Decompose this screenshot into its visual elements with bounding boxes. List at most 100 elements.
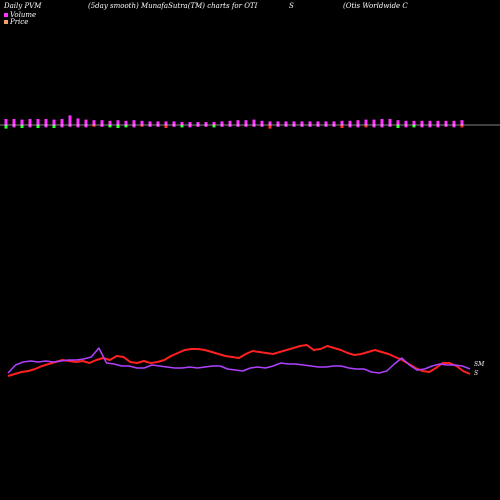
legend-volume: Volume bbox=[4, 11, 36, 19]
volume-bar-down bbox=[372, 125, 376, 128]
volume-bar-down bbox=[148, 125, 152, 127]
volume-bar-down bbox=[452, 125, 456, 128]
volume-bar-down bbox=[156, 125, 160, 127]
volume-bar-up bbox=[428, 120, 432, 125]
volume-bar-up bbox=[276, 121, 280, 125]
volume-bar-down bbox=[228, 125, 232, 127]
volume-bar-up bbox=[244, 120, 248, 125]
volume-bar-up bbox=[284, 121, 288, 125]
volume-bar-down bbox=[388, 125, 392, 127]
volume-bar-up bbox=[412, 120, 416, 125]
volume-bar-up bbox=[156, 121, 160, 125]
legend-price: Price bbox=[4, 18, 28, 26]
volume-bar-down bbox=[404, 125, 408, 128]
volume-bar-up bbox=[76, 118, 80, 125]
volume-bar-up bbox=[236, 120, 240, 125]
volume-bar-down bbox=[92, 125, 96, 127]
volume-bar-up bbox=[204, 122, 208, 125]
end-label-price: S bbox=[474, 370, 478, 377]
volume-bar-up bbox=[348, 120, 352, 125]
volume-bar-up bbox=[188, 122, 192, 125]
legend-volume-swatch bbox=[4, 13, 8, 17]
volume-bar-down bbox=[12, 125, 16, 128]
volume-bar-down bbox=[116, 125, 120, 128]
volume-bar-down bbox=[436, 125, 440, 128]
volume-bar-down bbox=[356, 125, 360, 128]
volume-bar-up bbox=[340, 120, 344, 125]
volume-bar-down bbox=[332, 125, 336, 127]
volume-bar-down bbox=[308, 125, 312, 127]
volume-bar-up bbox=[300, 121, 304, 125]
volume-bar-down bbox=[204, 125, 208, 127]
volume-bar-up bbox=[4, 119, 8, 125]
volume-bar-up bbox=[44, 119, 48, 125]
volume-bar-down bbox=[260, 125, 264, 127]
volume-bar-up bbox=[356, 120, 360, 125]
volume-bar-down bbox=[180, 125, 184, 128]
chart-title-part-4: (Otis Worldwide C bbox=[343, 2, 408, 10]
volume-bar-down bbox=[244, 125, 248, 127]
chart-title-part-2: (5day smooth) MunafaSutra(TM) charts for… bbox=[88, 2, 258, 10]
end-label-volume: SM bbox=[474, 361, 485, 368]
volume-bar-down bbox=[324, 125, 328, 127]
volume-bar-up bbox=[116, 120, 120, 125]
volume-bar-down bbox=[420, 125, 424, 128]
volume-bar-up bbox=[444, 120, 448, 125]
volume-bar-down bbox=[100, 125, 104, 127]
volume-bar-down bbox=[412, 125, 416, 128]
chart-title-part-1: Daily PVM bbox=[4, 2, 42, 10]
volume-bar-up bbox=[252, 119, 256, 125]
volume-bar-down bbox=[84, 125, 88, 128]
volume-bar-up bbox=[100, 120, 104, 125]
volume-bar-down bbox=[172, 125, 176, 127]
volume-bar-up bbox=[92, 120, 96, 125]
volume-bar-up bbox=[372, 119, 376, 125]
volume-bar-down bbox=[36, 125, 40, 128]
volume-bar-up bbox=[20, 119, 24, 125]
volume-bar-down bbox=[380, 125, 384, 128]
volume-bar-down bbox=[340, 125, 344, 128]
volume-bar-up bbox=[452, 120, 456, 125]
volume-bar-down bbox=[108, 125, 112, 128]
volume-bar-up bbox=[124, 120, 128, 125]
volume-bar-up bbox=[60, 119, 64, 125]
volume-line bbox=[7, 347, 471, 374]
price-line bbox=[7, 344, 471, 377]
volume-bar-up bbox=[12, 119, 16, 125]
volume-bar-down bbox=[444, 125, 448, 127]
volume-bar-up bbox=[396, 120, 400, 125]
volume-bar-up bbox=[316, 121, 320, 125]
volume-bar-up bbox=[52, 119, 56, 125]
volume-bar-up bbox=[420, 120, 424, 125]
volume-bar-up bbox=[228, 120, 232, 125]
chart-title-part-3: S bbox=[289, 2, 294, 10]
volume-bar-up bbox=[380, 119, 384, 125]
volume-bar-up bbox=[212, 122, 216, 125]
volume-bar-down bbox=[348, 125, 352, 128]
volume-bar-up bbox=[292, 121, 296, 125]
volume-bar-up bbox=[364, 119, 368, 125]
volume-bar-up bbox=[260, 120, 264, 125]
price-volume-lines-layer bbox=[7, 344, 471, 377]
volume-bar-down bbox=[212, 125, 216, 128]
volume-bar-down bbox=[4, 125, 8, 129]
volume-bar-down bbox=[132, 125, 136, 128]
volume-bar-down bbox=[364, 125, 368, 128]
volume-bar-up bbox=[68, 115, 72, 125]
volume-bar-down bbox=[268, 125, 272, 129]
volume-bar-up bbox=[332, 121, 336, 125]
volume-bar-down bbox=[220, 125, 224, 127]
volume-bar-up bbox=[164, 121, 168, 125]
volume-bar-up bbox=[404, 120, 408, 125]
volume-bar-up bbox=[436, 120, 440, 125]
volume-bar-down bbox=[292, 125, 296, 127]
volume-bar-down bbox=[284, 125, 288, 127]
volume-bar-up bbox=[172, 121, 176, 125]
volume-bar-down bbox=[316, 125, 320, 127]
volume-bar-down bbox=[196, 125, 200, 127]
volume-bars-layer bbox=[4, 115, 464, 129]
volume-bar-down bbox=[276, 125, 280, 127]
volume-bar-up bbox=[36, 119, 40, 125]
